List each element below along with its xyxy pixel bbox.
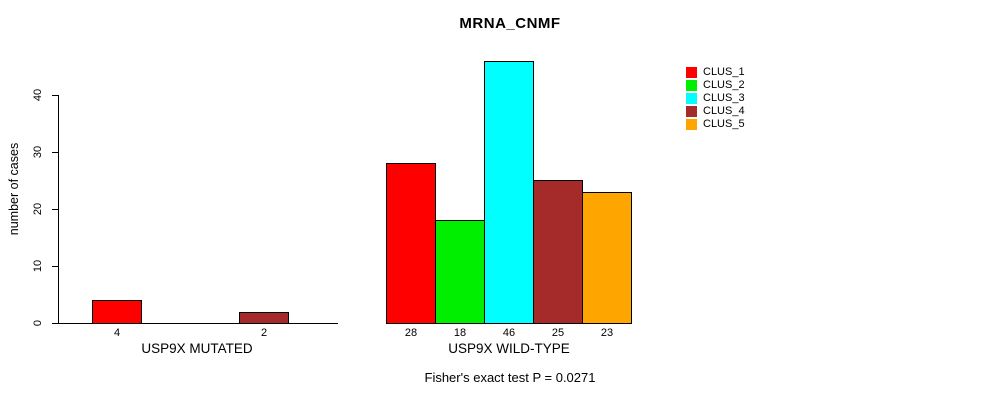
bar-value-label: 25 bbox=[551, 327, 565, 339]
legend-swatch bbox=[686, 67, 697, 78]
legend-label: CLUS_3 bbox=[703, 92, 745, 104]
bar-value-label: 18 bbox=[453, 327, 467, 339]
y-tick-mark bbox=[52, 323, 58, 324]
bar-clus_4-group2 bbox=[533, 180, 583, 324]
y-axis-line bbox=[58, 95, 59, 324]
legend: CLUS_1 CLUS_2 CLUS_3 CLUS_4 CLUS_5 bbox=[686, 66, 745, 131]
legend-item-clus_5: CLUS_5 bbox=[686, 118, 745, 131]
legend-item-clus_1: CLUS_1 bbox=[686, 66, 745, 79]
legend-item-clus_2: CLUS_2 bbox=[686, 79, 745, 92]
x-axis-baseline bbox=[57, 323, 338, 324]
y-tick-label: 0 bbox=[32, 319, 44, 327]
legend-item-clus_4: CLUS_4 bbox=[686, 105, 745, 118]
legend-label: CLUS_5 bbox=[703, 118, 745, 130]
bar-clus_3-group2 bbox=[484, 61, 534, 324]
bar-value-label: 2 bbox=[260, 327, 268, 339]
chart-title: MRNA_CNMF bbox=[459, 15, 561, 32]
bar-value-label: 23 bbox=[600, 327, 614, 339]
bar-value-label: 46 bbox=[502, 327, 516, 339]
legend-swatch bbox=[686, 106, 697, 117]
y-tick-mark bbox=[52, 266, 58, 267]
bar-clus_2-group2 bbox=[435, 220, 485, 324]
fisher-test-annotation: Fisher's exact test P = 0.0271 bbox=[424, 370, 596, 385]
y-tick-label: 20 bbox=[32, 202, 44, 216]
legend-label: CLUS_4 bbox=[703, 105, 745, 117]
group-label-mutated: USP9X MUTATED bbox=[141, 341, 253, 356]
y-tick-label: 40 bbox=[32, 88, 44, 102]
legend-label: CLUS_2 bbox=[703, 79, 745, 91]
bar-clus_4-group1 bbox=[239, 312, 289, 324]
y-tick-label: 30 bbox=[32, 145, 44, 159]
bar-clus_1-group1 bbox=[92, 300, 142, 324]
legend-label: CLUS_1 bbox=[703, 66, 745, 78]
legend-swatch bbox=[686, 80, 697, 91]
bar-clus_5-group2 bbox=[582, 192, 632, 324]
y-tick-mark bbox=[52, 209, 58, 210]
bar-value-label: 28 bbox=[404, 327, 418, 339]
group-label-wildtype: USP9X WILD-TYPE bbox=[448, 341, 570, 356]
bar-clus_1-group2 bbox=[386, 163, 436, 324]
legend-swatch bbox=[686, 119, 697, 130]
bar-value-label: 4 bbox=[113, 327, 121, 339]
y-tick-mark bbox=[52, 95, 58, 96]
legend-item-clus_3: CLUS_3 bbox=[686, 92, 745, 105]
legend-swatch bbox=[686, 93, 697, 104]
y-axis-title: number of cases bbox=[7, 142, 21, 236]
y-tick-label: 10 bbox=[32, 259, 44, 273]
y-tick-mark bbox=[52, 152, 58, 153]
